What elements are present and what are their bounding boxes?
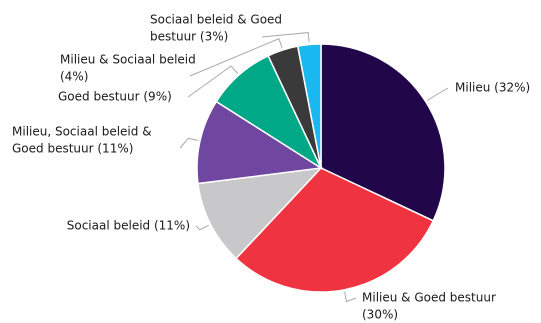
slice-label: Sociaal beleid (11%)	[67, 219, 190, 233]
slice-label: Milieu & Goed bestuur	[362, 291, 496, 305]
pie-slice	[197, 166, 323, 260]
pie-slice	[320, 43, 446, 222]
leader-line	[179, 137, 199, 149]
slice-label: Milieu (32%)	[455, 81, 530, 95]
slice-label: (30%)	[362, 308, 398, 322]
slice-label: Milieu & Sociaal beleid	[60, 53, 196, 67]
pie-slice	[296, 43, 322, 169]
pie-slice	[196, 100, 324, 185]
leader-line	[427, 87, 449, 101]
pie-slice	[235, 167, 435, 293]
leader-line	[187, 65, 239, 98]
slice-label: bestuur (3%)	[150, 30, 228, 44]
slice-label: Goed bestuur (9%)	[58, 90, 172, 104]
leader-line	[261, 32, 310, 43]
slice-label: Sociaal beleid & Goed	[150, 13, 282, 27]
slice-label: Goed bestuur (11%)	[12, 142, 133, 156]
leader-line	[195, 224, 209, 231]
leader-line	[344, 291, 357, 303]
slice-label: (4%)	[60, 70, 88, 84]
leader-line	[189, 37, 283, 77]
slice-label: Milieu, Sociaal beleid &	[12, 125, 152, 139]
